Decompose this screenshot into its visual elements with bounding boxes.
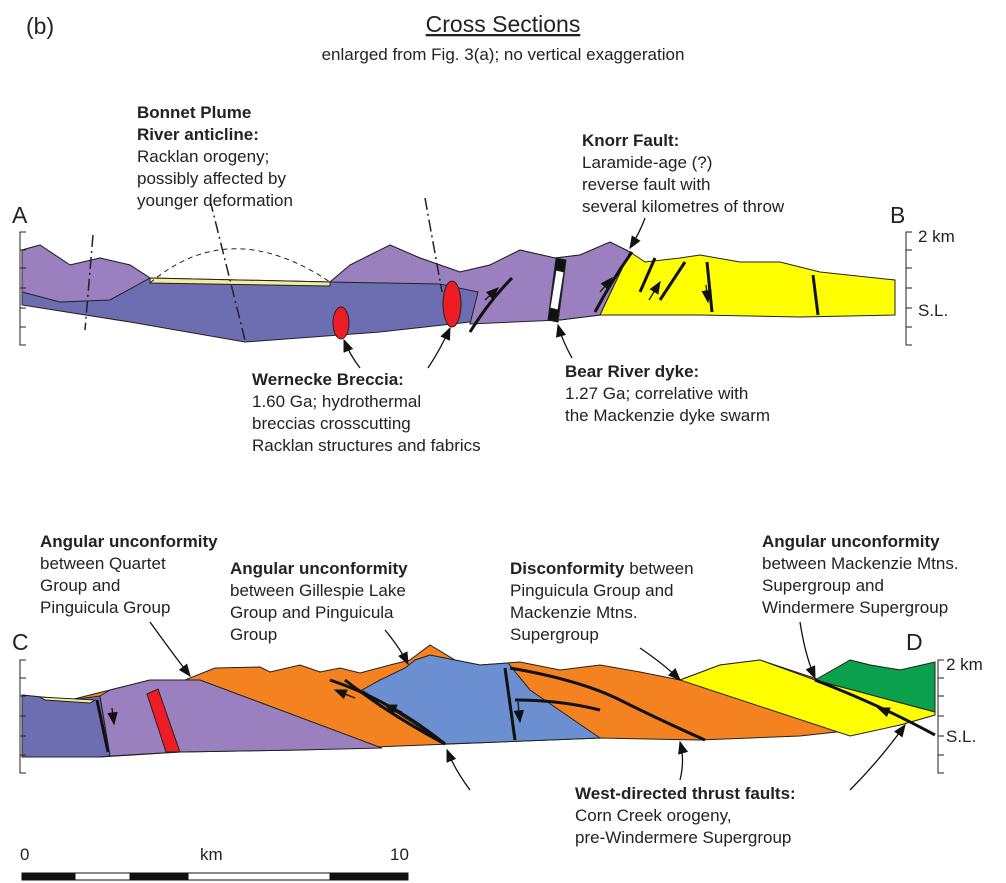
title: Cross Sections (426, 11, 581, 37)
end-label: D (906, 629, 923, 655)
section-ab-part (443, 281, 461, 327)
scale-label: 2 km (918, 227, 955, 246)
leader (850, 725, 905, 790)
scale-label: S.L. (946, 727, 976, 746)
annotation-text: between Mackenzie Mtns. (762, 554, 959, 573)
scale-bar-part (75, 873, 130, 880)
annotation-part-text: between (629, 559, 693, 578)
annotation-text: Wernecke Breccia: (252, 370, 404, 389)
end-label: A (12, 202, 28, 228)
annotation-text: Supergroup (510, 625, 599, 644)
annotation-text: Corn Creek orogeny, (575, 806, 732, 825)
scale-bar-label: 0 (20, 845, 29, 864)
section-cd (22, 645, 935, 757)
annotation-text: reverse fault with (582, 175, 711, 194)
panel-label: (b) (26, 13, 54, 39)
annotation-text: Bear River dyke: (565, 362, 699, 381)
annotation-text: Knorr Fault: (582, 131, 679, 150)
annotation-text: breccias crosscutting (252, 414, 411, 433)
annotation-text: possibly affected by (137, 169, 286, 188)
annotation-text: Group (230, 625, 277, 644)
annotation-text: 1.27 Ga; correlative with (565, 384, 748, 403)
annotation-text: younger deformation (137, 191, 293, 210)
annotation-text: several kilometres of throw (582, 197, 785, 216)
leader (447, 750, 470, 790)
annotation-text: Bonnet Plume (137, 103, 251, 122)
end-label: B (890, 202, 905, 228)
scale-bar-part (188, 873, 330, 880)
leader (680, 742, 683, 780)
annotation: Angular unconformity between Quartet Gro… (40, 532, 218, 617)
leader (150, 622, 190, 676)
annotation: Wernecke Breccia: 1.60 Ga; hydrothermal … (252, 370, 481, 455)
subtitle: enlarged from Fig. 3(a); no vertical exa… (322, 45, 685, 64)
annotation-text: Group and (40, 576, 120, 595)
scale-bar-part (130, 873, 188, 880)
scale-bar-part (22, 873, 75, 880)
scale-bar-label: km (200, 845, 223, 864)
scale-bar (22, 873, 408, 880)
scale-label: S.L. (918, 301, 948, 320)
scale-bracket (938, 660, 944, 773)
section-ab (22, 242, 895, 342)
figure: (b) Cross Sections enlarged from Fig. 3(… (0, 0, 1006, 883)
annotation: Angular unconformity between Mackenzie M… (762, 532, 959, 617)
annotation: West-directed thrust faults: Corn Creek … (575, 784, 796, 847)
annotation-part-text: Disconformity (510, 559, 625, 578)
scale-bar-label: 10 (390, 845, 409, 864)
annotation-text: West-directed thrust faults: (575, 784, 796, 803)
annotation-text: Angular unconformity (230, 559, 408, 578)
leader (428, 328, 450, 368)
annotation-text: between Quartet (40, 554, 166, 573)
scale-bracket (906, 232, 912, 345)
annotation: Bonnet Plume River anticline: Racklan or… (137, 103, 293, 210)
annotation-text: Pinguicula Group (40, 598, 170, 617)
annotation-text: the Mackenzie dyke swarm (565, 406, 770, 425)
end-label: C (12, 629, 29, 655)
annotation-text: Pinguicula Group and (510, 581, 674, 600)
scale-label: 2 km (946, 655, 983, 674)
scale-bar-part (330, 873, 408, 880)
annotation: Angular unconformity between Gillespie L… (230, 559, 408, 644)
annotation-text: between Gillespie Lake (230, 581, 406, 600)
annotation-text: River anticline: (137, 125, 259, 144)
annotation: Bear River dyke: 1.27 Ga; correlative wi… (565, 362, 770, 425)
section-ab-part (333, 307, 349, 339)
annotation-text: Windermere Supergroup (762, 598, 948, 617)
leader (385, 630, 408, 664)
annotation: Knorr Fault: Laramide-age (?) reverse fa… (582, 131, 785, 216)
annotation-text: Laramide-age (?) (582, 153, 712, 172)
annotation-text: Angular unconformity (762, 532, 940, 551)
annotation-text: 1.60 Ga; hydrothermal (252, 392, 421, 411)
annotation-text: Racklan structures and fabrics (252, 436, 481, 455)
leader (344, 340, 360, 368)
leader (630, 218, 645, 248)
annotation-text: Mackenzie Mtns. (510, 603, 638, 622)
annotation-text: pre-Windermere Supergroup (575, 828, 791, 847)
annotation-text: Angular unconformity (40, 532, 218, 551)
annotation-text: Racklan orogeny; (137, 147, 269, 166)
annotation-text: Group and Pinguicula (230, 603, 394, 622)
annotation-text: Supergroup and (762, 576, 884, 595)
leader (558, 325, 572, 358)
structure-lines-part (150, 249, 330, 283)
leader (800, 622, 815, 678)
